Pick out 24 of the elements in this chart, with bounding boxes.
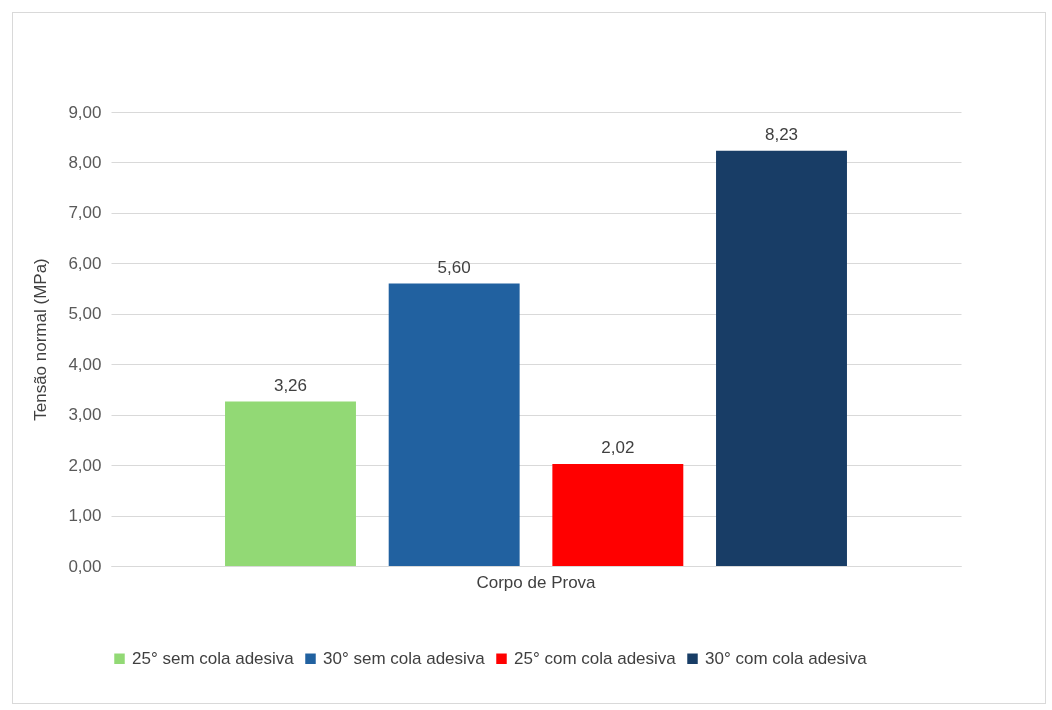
y-tick-label: 6,00 — [68, 253, 102, 273]
legend-label: 30° com cola adesiva — [705, 648, 868, 668]
bar — [225, 401, 356, 566]
y-tick-label: 4,00 — [68, 354, 102, 374]
legend-label: 25° com cola adesiva — [514, 648, 677, 668]
data-label: 8,23 — [764, 124, 799, 144]
y-tick-label: 1,00 — [68, 506, 102, 526]
y-tick-label: 8,00 — [68, 152, 102, 172]
legend-label: 25° sem cola adesiva — [132, 648, 295, 668]
y-tick-label: 9,00 — [68, 102, 102, 122]
y-tick-label: 0,00 — [68, 556, 102, 576]
bar — [716, 150, 847, 566]
data-label: 3,26 — [273, 375, 308, 395]
y-tick-label: 3,00 — [68, 405, 102, 425]
y-tick-label: 5,00 — [68, 304, 102, 324]
bar — [552, 464, 684, 566]
data-label: 2,02 — [601, 438, 635, 458]
bar — [388, 283, 520, 566]
y-tick-label: 2,00 — [68, 455, 102, 475]
legend-label: 30° sem cola adesiva — [323, 648, 486, 668]
x-tick-label: Corpo de Prova — [476, 572, 597, 592]
y-axis-title: Tensão normal (MPa) — [31, 258, 51, 421]
y-tick-label: 7,00 — [68, 203, 102, 223]
data-label: 5,60 — [437, 257, 471, 277]
